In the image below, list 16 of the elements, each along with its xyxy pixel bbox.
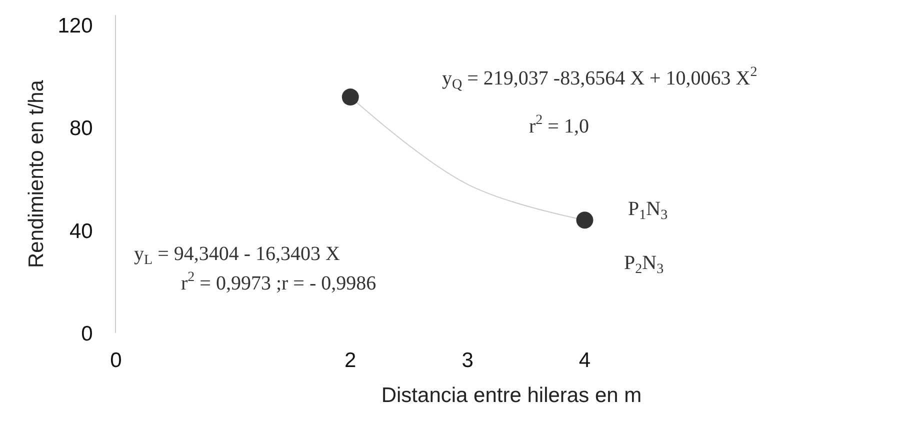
annotation: r$^{2}$ = 0,9973 ;r = - 0,9986 xyxy=(181,270,376,294)
annotation: y$_{L}$ = 94,3404 - 16,3403 X xyxy=(134,243,340,268)
y-tick-label: 40 xyxy=(69,220,93,243)
x-axis-title: Distancia entre hileras en m xyxy=(381,384,642,408)
y-axis-title: Rendimiento en t/ha xyxy=(24,80,48,268)
x-tick-label: 3 xyxy=(462,349,474,372)
x-tick-label: 0 xyxy=(110,349,122,372)
annotation: r$^{2}$ = 1,0 xyxy=(529,113,589,138)
y-tick-label: 120 xyxy=(58,14,93,38)
annotation: P$_{2}$N$_{3}$ xyxy=(624,252,664,278)
x-tick-label: 4 xyxy=(578,349,591,372)
annotation: y$_{Q}$ = 219,037 -83,6564 X + 10,0063 X$^{2}$ xyxy=(442,65,758,93)
y-tick-label: 80 xyxy=(69,117,93,140)
annotation: P$_{1}$N$_{3}$ xyxy=(628,198,668,224)
y-tick-label: 0 xyxy=(81,322,93,346)
x-tick-label: 2 xyxy=(344,349,356,372)
